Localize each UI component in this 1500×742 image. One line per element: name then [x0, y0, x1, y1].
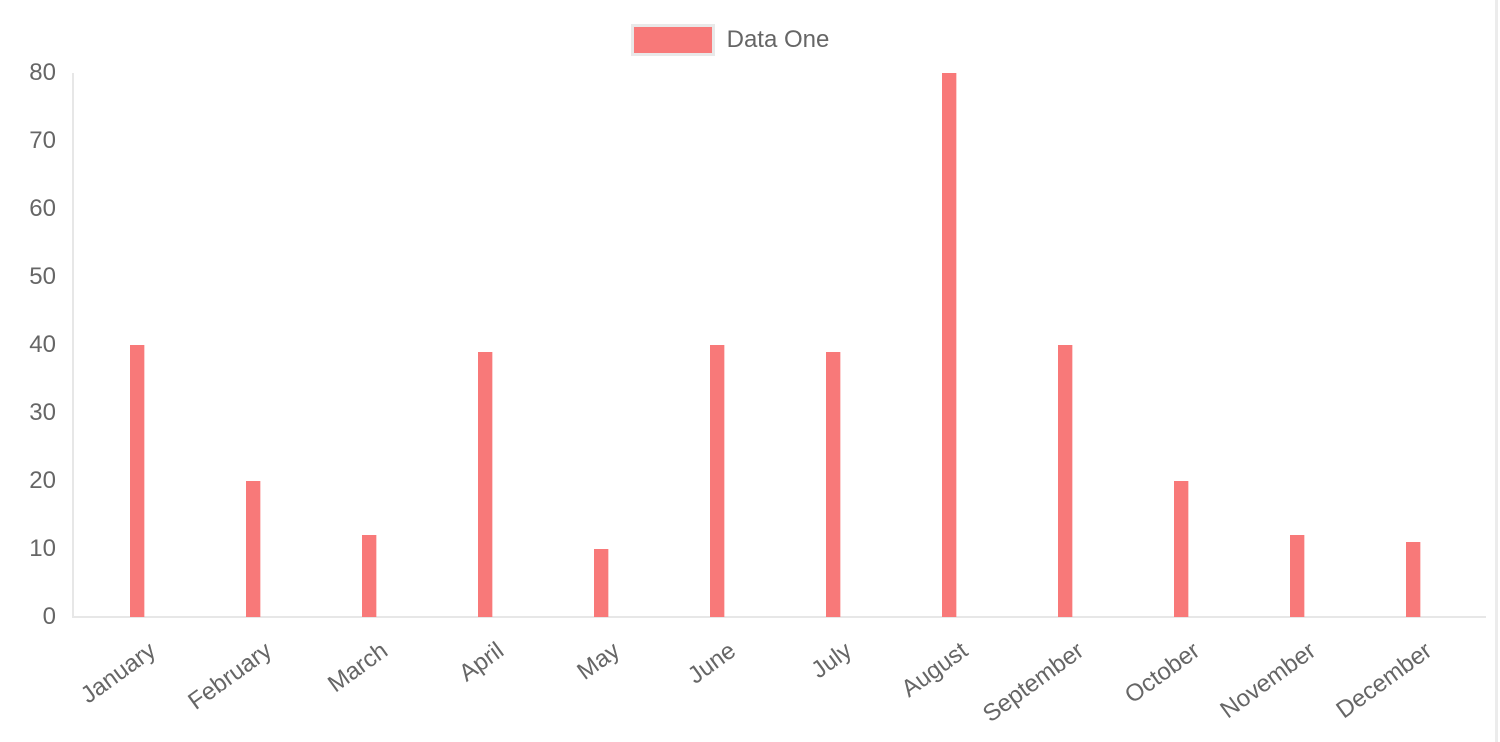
- bar-october[interactable]: [1174, 481, 1188, 617]
- bar-april[interactable]: [478, 351, 492, 617]
- bar-december[interactable]: [1406, 542, 1420, 617]
- y-tick-label: 20: [29, 467, 56, 494]
- y-tick-label: 60: [29, 195, 56, 222]
- bar-may[interactable]: [594, 549, 608, 617]
- bar-june[interactable]: [710, 345, 724, 617]
- y-tick-label: 10: [29, 535, 56, 562]
- bar-march[interactable]: [362, 535, 376, 617]
- x-axis-line: [72, 616, 1486, 618]
- y-tick-label: 40: [29, 331, 56, 358]
- bar-january[interactable]: [130, 345, 144, 617]
- bar-september[interactable]: [1058, 345, 1072, 617]
- chart-legend[interactable]: Data One: [0, 24, 1460, 56]
- bar-july[interactable]: [826, 351, 840, 617]
- legend-swatch-icon: [630, 24, 715, 56]
- page-edge-divider: [1495, 0, 1498, 742]
- y-tick-label: 30: [29, 399, 56, 426]
- bar-february[interactable]: [246, 481, 260, 617]
- y-tick-label: 50: [29, 263, 56, 290]
- y-axis-line: [72, 73, 74, 618]
- y-tick-label: 80: [29, 59, 56, 86]
- y-tick-label: 70: [29, 127, 56, 154]
- legend-label: Data One: [726, 26, 830, 53]
- bar-november[interactable]: [1290, 535, 1304, 617]
- bar-august[interactable]: [942, 73, 956, 617]
- y-tick-label: 0: [42, 603, 56, 630]
